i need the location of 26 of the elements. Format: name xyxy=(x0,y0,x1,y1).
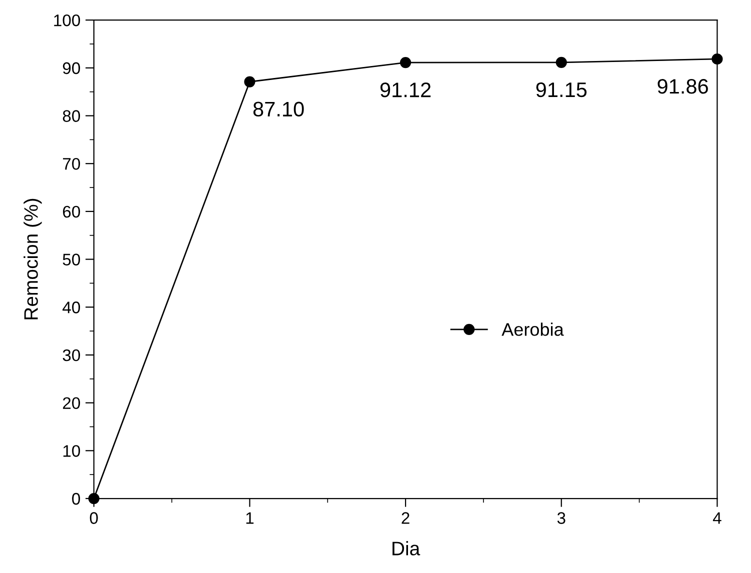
legend-label: Aerobia xyxy=(502,322,564,336)
y-tick-label: 80 xyxy=(62,110,80,122)
y-tick-label: 30 xyxy=(62,349,80,362)
data-label: 91.12 xyxy=(380,82,431,98)
data-label: 87.10 xyxy=(253,102,304,117)
x-axis-title: Dia xyxy=(392,541,420,556)
point xyxy=(244,76,256,88)
y-axis-title: Remocion (%) xyxy=(24,198,42,320)
x-tick-label: 0 xyxy=(90,512,98,524)
y-tick-label: 0 xyxy=(72,492,80,505)
y-tick-label: 50 xyxy=(62,254,80,266)
x-tick-label: 3 xyxy=(557,512,566,524)
y-tick-label: 40 xyxy=(62,302,80,314)
y-tick-label: 100 xyxy=(54,14,80,26)
data-label: 91.15 xyxy=(536,82,587,98)
y-tick-label: 70 xyxy=(63,158,80,170)
y-tick-label: 10 xyxy=(63,445,80,457)
data-label: 91.86 xyxy=(658,78,708,94)
x-tick-label: 2 xyxy=(402,512,410,524)
x-tick-label: 4 xyxy=(712,512,722,524)
x-tick-label: 1 xyxy=(246,512,254,524)
y-tick-label: 20 xyxy=(62,397,80,410)
point xyxy=(556,56,567,68)
y-tick-label: 90 xyxy=(62,62,80,74)
y-tick-label: 60 xyxy=(62,206,80,218)
point xyxy=(400,56,412,68)
